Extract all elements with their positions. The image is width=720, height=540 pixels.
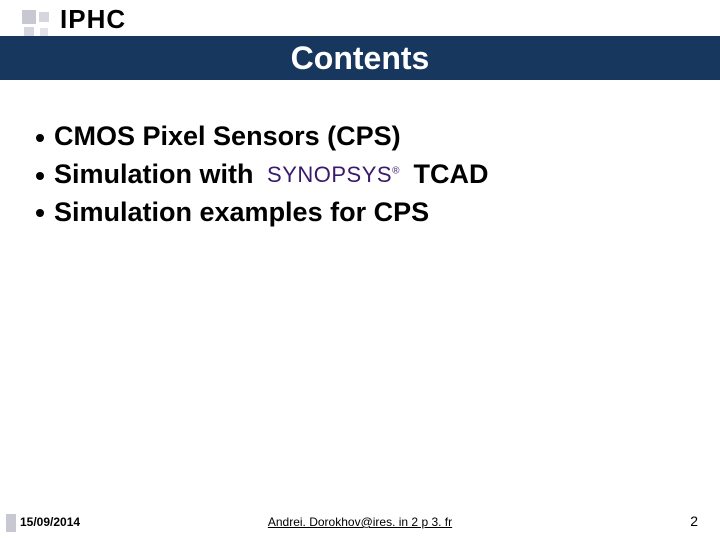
content-area: CMOS Pixel Sensors (CPS) Simulation with… [36, 120, 684, 233]
page-title: Contents [291, 40, 430, 77]
title-bar: Contents [0, 36, 720, 80]
bullet-item: CMOS Pixel Sensors (CPS) [36, 120, 684, 154]
footer-email: Andrei. Dorokhov@ires. in 2 p 3. fr [0, 515, 720, 529]
footer-page-number: 2 [690, 513, 698, 529]
affiliation-label: IPHC [60, 4, 126, 35]
bullet-suffix: TCAD [413, 159, 488, 189]
bullet-prefix: Simulation with [54, 159, 254, 189]
synopsys-logo-icon: SYNOPSYS® [267, 161, 400, 189]
bullet-icon [36, 209, 44, 217]
registered-icon: ® [392, 165, 400, 176]
footer: 15/09/2014 Andrei. Dorokhov@ires. in 2 p… [0, 510, 720, 532]
synopsys-logo-text: SYNOPSYS [267, 162, 392, 187]
bullet-text: CMOS Pixel Sensors (CPS) [54, 120, 401, 154]
bullet-item: Simulation examples for CPS [36, 196, 684, 230]
slide-container: IPHC Contents CMOS Pixel Sensors (CPS) S… [0, 0, 720, 540]
bullet-item: Simulation with SYNOPSYS® TCAD [36, 158, 684, 192]
bullet-text: Simulation with SYNOPSYS® TCAD [54, 158, 488, 192]
bullet-icon [36, 134, 44, 142]
bullet-icon [36, 172, 44, 180]
bullet-text: Simulation examples for CPS [54, 196, 429, 230]
